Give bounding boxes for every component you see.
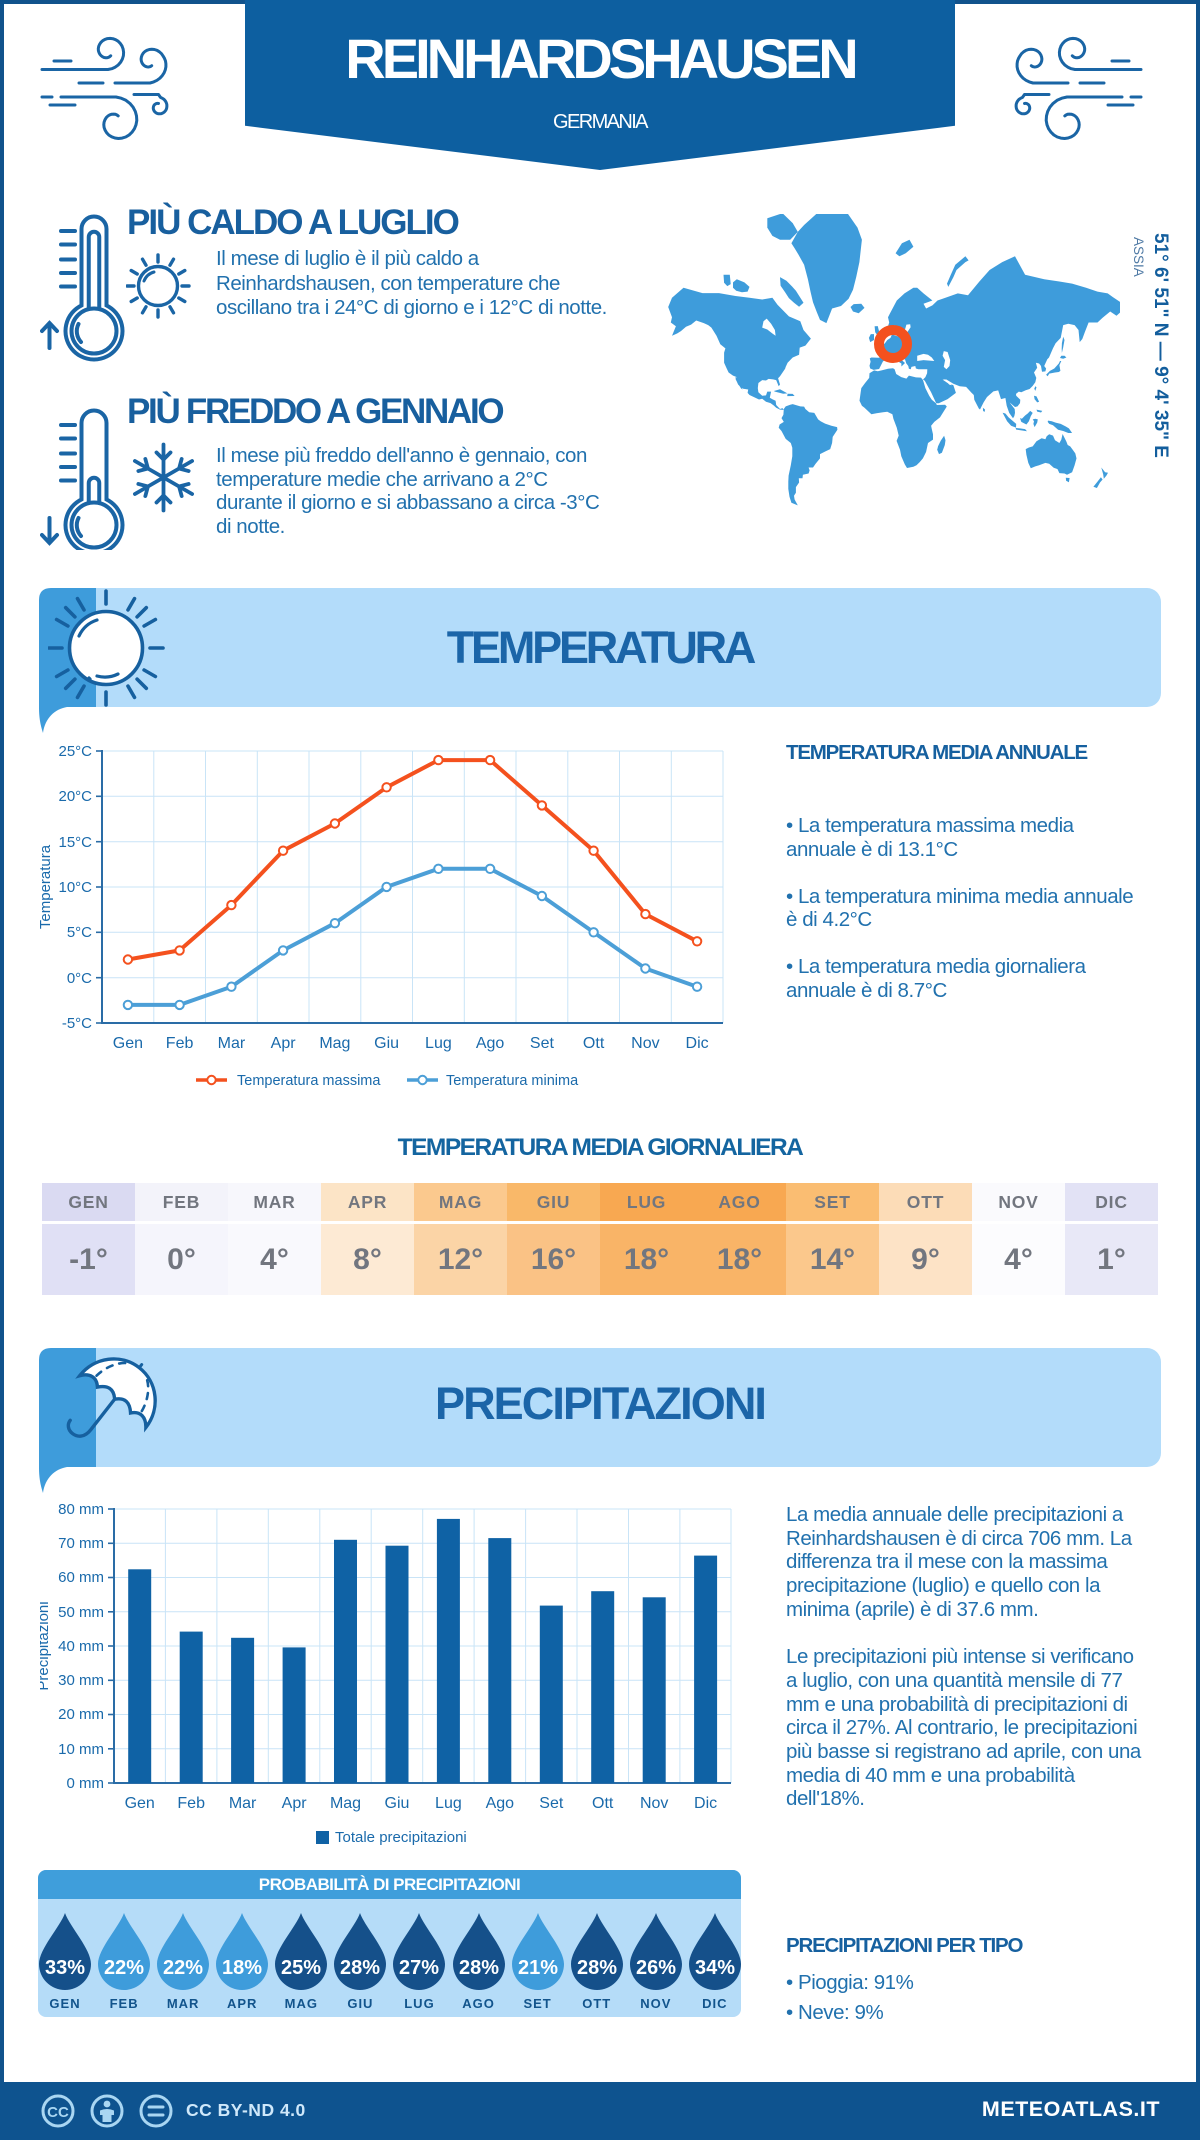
svg-text:25°C: 25°C [58,743,92,760]
svg-text:30 mm: 30 mm [58,1672,104,1689]
svg-text:22%: 22% [104,1957,144,1979]
svg-text:Ago: Ago [486,1795,515,1812]
svg-text:10°C: 10°C [58,879,92,896]
svg-text:5°C: 5°C [67,924,92,941]
svg-text:26%: 26% [636,1957,676,1979]
svg-text:0 mm: 0 mm [67,1775,105,1792]
svg-text:Gen: Gen [113,1035,143,1052]
svg-text:25%: 25% [281,1957,321,1979]
svg-text:Lug: Lug [425,1035,452,1052]
svg-text:Ott: Ott [583,1035,605,1052]
svg-text:Temperatura massima: Temperatura massima [237,1073,381,1089]
svg-text:34%: 34% [695,1957,735,1979]
svg-text:Feb: Feb [166,1035,194,1052]
svg-text:Precipitazioni: Precipitazioni [40,1601,52,1690]
svg-text:28%: 28% [577,1957,617,1979]
svg-text:-5°C: -5°C [62,1015,92,1032]
svg-text:Mag: Mag [330,1795,361,1812]
svg-text:Giu: Giu [385,1795,410,1812]
svg-text:21%: 21% [518,1957,558,1979]
svg-text:Nov: Nov [640,1795,668,1812]
svg-text:Mar: Mar [229,1795,257,1812]
svg-text:Totale precipitazioni: Totale precipitazioni [335,1829,467,1846]
svg-text:40 mm: 40 mm [58,1638,104,1655]
svg-text:Apr: Apr [271,1035,297,1052]
svg-text:Dic: Dic [686,1035,709,1052]
svg-text:0°C: 0°C [67,970,92,987]
svg-text:Nov: Nov [631,1035,659,1052]
svg-text:Mag: Mag [319,1035,350,1052]
svg-text:20 mm: 20 mm [58,1706,104,1723]
svg-text:60 mm: 60 mm [58,1569,104,1586]
svg-text:Gen: Gen [125,1795,155,1812]
svg-text:Set: Set [539,1795,564,1812]
svg-text:Temperatura minima: Temperatura minima [446,1073,579,1089]
svg-text:15°C: 15°C [58,834,92,851]
svg-text:22%: 22% [163,1957,203,1979]
svg-text:Mar: Mar [218,1035,246,1052]
svg-text:18%: 18% [222,1957,262,1979]
svg-text:Lug: Lug [435,1795,462,1812]
svg-text:28%: 28% [340,1957,380,1979]
svg-text:CC: CC [47,2104,69,2121]
svg-text:70 mm: 70 mm [58,1535,104,1552]
svg-text:Ott: Ott [592,1795,614,1812]
svg-text:Giu: Giu [374,1035,399,1052]
svg-text:20°C: 20°C [58,788,92,805]
svg-text:50 mm: 50 mm [58,1604,104,1621]
svg-text:Set: Set [530,1035,555,1052]
svg-text:33%: 33% [45,1957,85,1979]
svg-text:28%: 28% [459,1957,499,1979]
svg-text:27%: 27% [399,1957,439,1979]
svg-text:80 mm: 80 mm [58,1501,104,1518]
svg-text:10 mm: 10 mm [58,1741,104,1758]
svg-text:Feb: Feb [177,1795,205,1812]
svg-text:Dic: Dic [694,1795,717,1812]
svg-text:Ago: Ago [476,1035,505,1052]
svg-text:Temperatura: Temperatura [40,844,54,929]
svg-text:Apr: Apr [282,1795,308,1812]
